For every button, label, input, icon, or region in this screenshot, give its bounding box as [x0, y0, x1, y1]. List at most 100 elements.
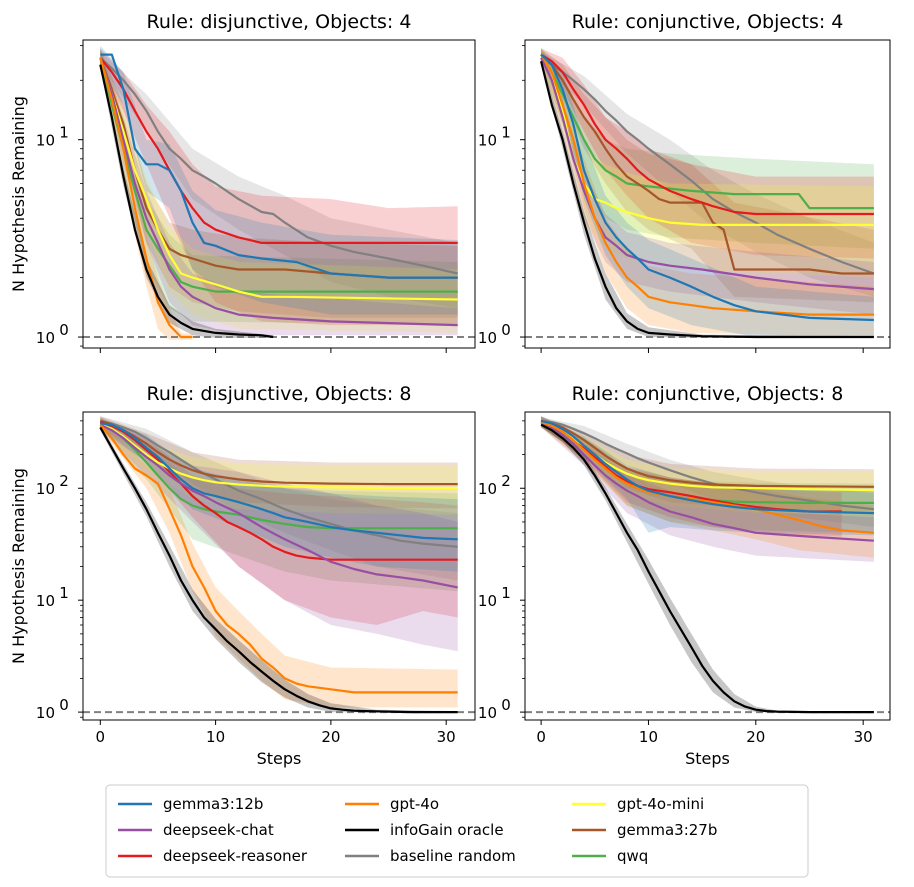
y-tick-exponent: 1 [59, 124, 69, 142]
legend-label-deepseek-reasoner: deepseek-reasoner [163, 847, 308, 865]
band-deepseek-reasoner [541, 48, 874, 259]
y-axis-label: N Hypothesis Remaining [9, 96, 28, 292]
x-tick-label: 0 [96, 728, 106, 746]
y-tick-exponent: 2 [59, 472, 69, 490]
legend-label-gpt-4o: gpt-4o [390, 795, 439, 813]
y-tick-label: 10 [36, 329, 55, 347]
band-gemma3-27b [541, 416, 874, 512]
legend-label-baseline-random: baseline random [390, 847, 516, 865]
x-axis-label: Steps [257, 749, 302, 768]
band-baseline-random [100, 416, 458, 581]
line-infogain-oracle [540, 423, 874, 714]
legend-label-deepseek-chat: deepseek-chat [163, 821, 274, 839]
panel-title: Rule: disjunctive, Objects: 8 [147, 383, 412, 405]
y-tick-label: 10 [478, 132, 497, 150]
y-tick-label: 10 [36, 132, 55, 150]
line-baseline-random [99, 56, 458, 275]
line-infogain-oracle [99, 64, 274, 339]
y-tick-label: 10 [478, 480, 497, 498]
band-deepseek-chat [541, 417, 874, 562]
band-qwq [541, 48, 874, 249]
legend-label-qwq: qwq [617, 847, 648, 865]
line-gemma3-27b [99, 57, 458, 279]
plot-area [83, 45, 475, 340]
line-infogain-oracle [99, 426, 458, 714]
x-tick-label: 0 [536, 728, 546, 746]
axes-frame [524, 411, 891, 721]
y-tick-label: 10 [478, 704, 497, 722]
y-tick-label: 10 [478, 329, 497, 347]
band-gemma3-12b [100, 45, 458, 315]
x-tick-label: 10 [206, 728, 225, 746]
line-gemma3-27b [540, 53, 874, 275]
axes-frame [82, 411, 476, 721]
x-tick-label: 20 [746, 728, 765, 746]
line-gpt-4o-mini [99, 57, 458, 301]
plot-area [83, 416, 475, 714]
panel-title: Rule: disjunctive, Objects: 4 [147, 11, 412, 33]
legend-label-infogain-oracle: infoGain oracle [390, 821, 504, 839]
line-gpt-4o [99, 423, 458, 694]
line-gpt-4o-mini [99, 423, 458, 490]
x-axis-label: Steps [685, 749, 730, 768]
line-gpt-4o-mini [540, 54, 874, 226]
y-tick-exponent: 0 [59, 696, 69, 714]
line-gpt-4o [540, 421, 874, 534]
y-tick-exponent: 2 [501, 472, 511, 490]
line-gpt-4o [540, 54, 874, 316]
band-baseline-random [541, 417, 874, 528]
plot-area [525, 416, 890, 714]
legend-label-gemma3-27b: gemma3:27b [617, 821, 717, 839]
band-baseline-random [541, 51, 874, 297]
band-qwq [100, 48, 458, 326]
line-gemma3-27b [540, 419, 874, 488]
panel-title: Rule: conjunctive, Objects: 8 [572, 383, 844, 405]
y-tick-exponent: 1 [501, 584, 511, 602]
plot-area [525, 45, 890, 339]
line-infogain-oracle [540, 60, 874, 339]
band-gemma3-27b [100, 48, 458, 318]
x-tick-label: 20 [321, 728, 340, 746]
line-baseline-random [540, 56, 875, 275]
band-infogain-oracle [100, 424, 458, 713]
line-deepseek-chat [540, 421, 874, 542]
band-gpt-4o-mini [100, 419, 458, 515]
panel-3: Rule: disjunctive, Objects: 810 010 110 20 1… [9, 383, 476, 768]
line-gemma3-12b [100, 422, 458, 541]
line-gpt-4o [99, 57, 193, 339]
band-gpt-4o [541, 48, 874, 338]
panel-4: Rule: conjunctive, Objects: 810 010 110 20 1… [478, 383, 891, 768]
y-tick-label: 10 [36, 480, 55, 498]
y-tick-exponent: 1 [59, 584, 69, 602]
y-tick-label: 10 [36, 592, 55, 610]
band-gemma3-12b [541, 48, 874, 338]
band-gpt-4o [100, 420, 458, 708]
line-deepseek-chat [99, 57, 458, 327]
x-tick-label: 30 [437, 728, 456, 746]
line-deepseek-chat [540, 57, 874, 291]
band-baseline-random [100, 51, 458, 309]
band-gpt-4o-mini [541, 417, 874, 515]
band-gemma3-12b [541, 416, 874, 536]
x-tick-label: 10 [639, 728, 658, 746]
band-deepseek-reasoner [541, 416, 842, 537]
band-deepseek-reasoner [100, 48, 458, 326]
line-deepseek-reasoner [99, 421, 458, 561]
legend-label-gpt-4o-mini: gpt-4o-mini [617, 795, 704, 813]
y-tick-exponent: 0 [501, 321, 511, 339]
y-tick-exponent: 1 [501, 124, 511, 142]
line-gemma3-12b [540, 53, 874, 322]
band-gpt-4o-mini [541, 45, 874, 278]
line-gemma3-12b [540, 419, 874, 515]
legend-box [105, 784, 809, 878]
line-baseline-random [540, 419, 875, 511]
band-qwq [100, 417, 458, 592]
band-gpt-4o [100, 51, 193, 340]
y-tick-label: 10 [478, 592, 497, 610]
panel-1: Rule: disjunctive, Objects: 410 010 1N Hyp… [9, 11, 476, 353]
line-gemma3-12b [100, 53, 458, 279]
band-gpt-4o-mini [100, 51, 458, 333]
y-tick-label: 10 [36, 704, 55, 722]
